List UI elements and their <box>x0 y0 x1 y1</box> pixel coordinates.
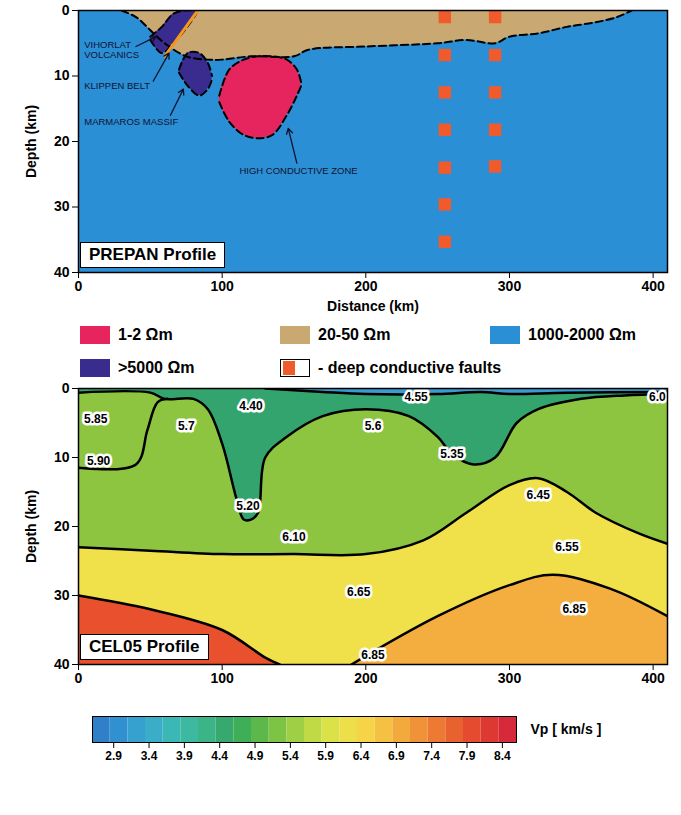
svg-text:5.7: 5.7 <box>178 419 195 433</box>
svg-text:2.9: 2.9 <box>105 749 122 763</box>
svg-text:5.6: 5.6 <box>365 419 382 433</box>
svg-text:200: 200 <box>354 670 378 686</box>
svg-text:HIGH CONDUCTIVE ZONE: HIGH CONDUCTIVE ZONE <box>239 165 357 176</box>
svg-text:6.45: 6.45 <box>527 488 551 502</box>
svg-text:300: 300 <box>498 278 522 294</box>
svg-text:0: 0 <box>62 2 70 18</box>
svg-text:400: 400 <box>641 278 665 294</box>
svg-text:100: 100 <box>210 670 234 686</box>
svg-text:30: 30 <box>54 587 70 603</box>
svg-text:5.90: 5.90 <box>87 454 111 468</box>
svg-text:5.35: 5.35 <box>440 447 464 461</box>
svg-text:20: 20 <box>54 133 70 149</box>
svg-text:30: 30 <box>54 198 70 214</box>
svg-text:Depth (km): Depth (km) <box>23 105 39 178</box>
svg-text:6.85: 6.85 <box>562 602 586 616</box>
svg-text:20: 20 <box>54 518 70 534</box>
svg-text:400: 400 <box>641 670 665 686</box>
html-text:- deep conductive faults: - deep conductive faults <box>318 358 502 376</box>
svg-text:4.40: 4.40 <box>239 399 263 413</box>
html-text:PREPAN Profile: PREPAN Profile <box>89 245 217 264</box>
svg-text:10: 10 <box>54 449 70 465</box>
svg-text:200: 200 <box>354 278 378 294</box>
svg-text:40: 40 <box>54 656 70 672</box>
svg-text:6.9: 6.9 <box>388 749 405 763</box>
svg-text:3.9: 3.9 <box>176 749 193 763</box>
html-text:>5000 Ωm: >5000 Ωm <box>118 358 195 376</box>
svg-text:0: 0 <box>75 278 83 294</box>
html-text:20-50 Ωm: 20-50 Ωm <box>318 325 391 343</box>
svg-text:4.4: 4.4 <box>211 749 228 763</box>
svg-text:6.10: 6.10 <box>282 530 306 544</box>
svg-text:300: 300 <box>498 670 522 686</box>
svg-text:MARMAROS MASSIF: MARMAROS MASSIF <box>84 116 178 127</box>
svg-text:7.9: 7.9 <box>459 749 476 763</box>
svg-text:3.4: 3.4 <box>141 749 158 763</box>
svg-text:0: 0 <box>75 670 83 686</box>
svg-text:6.65: 6.65 <box>347 585 371 599</box>
svg-text:Depth (km): Depth (km) <box>23 490 39 563</box>
svg-text:4.9: 4.9 <box>247 749 264 763</box>
svg-text:6.85: 6.85 <box>361 648 385 662</box>
svg-text:5.20: 5.20 <box>236 499 260 513</box>
svg-text:100: 100 <box>210 278 234 294</box>
svg-text:5.85: 5.85 <box>84 412 108 426</box>
html-text:1-2 Ωm: 1-2 Ωm <box>118 325 173 343</box>
svg-text:6.0: 6.0 <box>649 390 666 404</box>
svg-text:KLIPPEN BELT: KLIPPEN BELT <box>84 80 150 91</box>
svg-text:40: 40 <box>54 264 70 280</box>
svg-text:6.4: 6.4 <box>353 749 370 763</box>
svg-text:8.4: 8.4 <box>494 749 511 763</box>
svg-text:0: 0 <box>62 380 70 396</box>
svg-text:6.55: 6.55 <box>555 540 579 554</box>
svg-text:5.4: 5.4 <box>282 749 299 763</box>
svg-text:Vp [ km/s ]: Vp [ km/s ] <box>531 721 602 737</box>
svg-text:5.9: 5.9 <box>317 749 334 763</box>
svg-text:VIHORLATVOLCANICS: VIHORLATVOLCANICS <box>84 39 139 60</box>
svg-text:7.4: 7.4 <box>423 749 440 763</box>
svg-text:10: 10 <box>54 67 70 83</box>
svg-text:Distance (km): Distance (km) <box>327 298 419 314</box>
svg-text:4.55: 4.55 <box>404 390 428 404</box>
html-text:CEL05 Profile: CEL05 Profile <box>89 637 200 656</box>
html-text:1000-2000 Ωm: 1000-2000 Ωm <box>528 325 636 343</box>
